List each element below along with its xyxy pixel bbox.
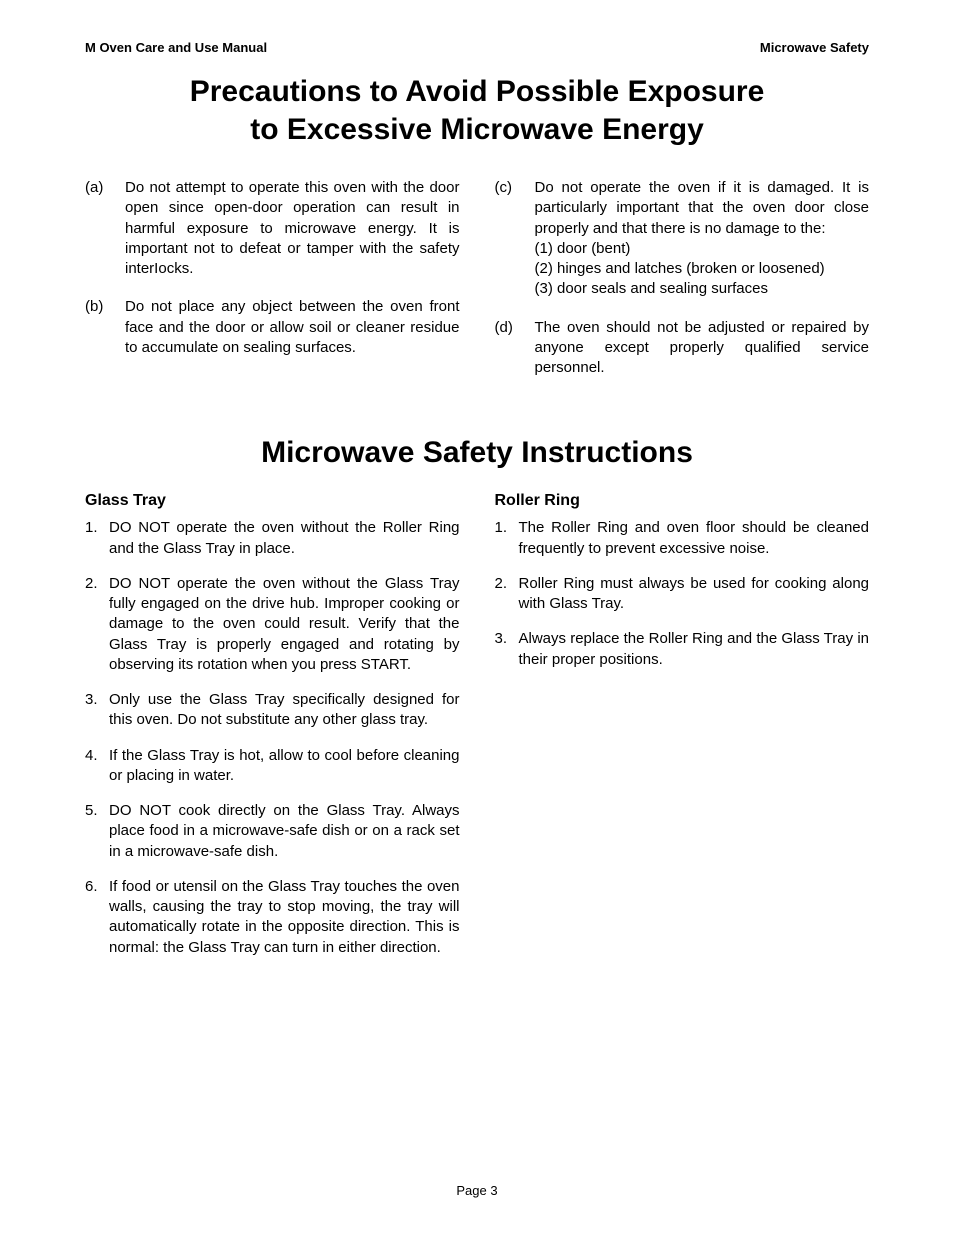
- header-left: M Oven Care and Use Manual: [85, 40, 267, 55]
- c-sub3: (3) door seals and sealing surfaces: [535, 279, 870, 299]
- glass-tray-item-5: 5. DO NOT cook directly on the Glass Tra…: [85, 801, 460, 862]
- item-body: If the Glass Tray is hot, allow to cool …: [109, 746, 460, 787]
- precautions-columns: (a) Do not attempt to operate this oven …: [85, 178, 869, 396]
- item-body: Do not attempt to operate this oven with…: [125, 178, 460, 279]
- item-marker: (b): [85, 297, 125, 358]
- section-title: Microwave Safety Instructions: [85, 436, 869, 470]
- c-sub1: (1) door (bent): [535, 239, 870, 259]
- glass-tray-item-4: 4. If the Glass Tray is hot, allow to co…: [85, 746, 460, 787]
- precaution-c: (c) Do not operate the oven if it is dam…: [495, 178, 870, 300]
- roller-ring-item-3: 3. Always replace the Roller Ring and th…: [495, 629, 870, 670]
- item-marker: 4.: [85, 746, 109, 787]
- glass-tray-item-3: 3. Only use the Glass Tray specifically …: [85, 690, 460, 731]
- item-body: DO NOT operate the oven without the Roll…: [109, 518, 460, 559]
- item-marker: (c): [495, 178, 535, 300]
- glass-tray-heading: Glass Tray: [85, 492, 460, 510]
- roller-ring-item-1: 1. The Roller Ring and oven floor should…: [495, 518, 870, 559]
- item-marker: 3.: [495, 629, 519, 670]
- item-body: The Roller Ring and oven floor should be…: [519, 518, 870, 559]
- item-marker: 5.: [85, 801, 109, 862]
- item-body: DO NOT cook directly on the Glass Tray. …: [109, 801, 460, 862]
- item-marker: 1.: [85, 518, 109, 559]
- header-right: Microwave Safety: [760, 40, 869, 55]
- item-body: Only use the Glass Tray specifically des…: [109, 690, 460, 731]
- title-line-1: Precautions to Avoid Possible Exposure: [190, 75, 765, 108]
- precautions-right-col: (c) Do not operate the oven if it is dam…: [495, 178, 870, 396]
- item-marker: 3.: [85, 690, 109, 731]
- precaution-d: (d) The oven should not be adjusted or r…: [495, 318, 870, 379]
- item-marker: (a): [85, 178, 125, 279]
- c-sub2: (2) hinges and latches (broken or loosen…: [535, 259, 870, 279]
- instructions-columns: Glass Tray 1. DO NOT operate the oven wi…: [85, 492, 869, 973]
- main-title: Precautions to Avoid Possible Exposure t…: [85, 73, 869, 148]
- item-marker: 1.: [495, 518, 519, 559]
- item-marker: 6.: [85, 877, 109, 958]
- precaution-a: (a) Do not attempt to operate this oven …: [85, 178, 460, 279]
- roller-ring-heading: Roller Ring: [495, 492, 870, 510]
- roller-ring-col: Roller Ring 1. The Roller Ring and oven …: [495, 492, 870, 973]
- item-marker: (d): [495, 318, 535, 379]
- glass-tray-item-1: 1. DO NOT operate the oven without the R…: [85, 518, 460, 559]
- glass-tray-item-2: 2. DO NOT operate the oven without the G…: [85, 574, 460, 675]
- roller-ring-item-2: 2. Roller Ring must always be used for c…: [495, 574, 870, 615]
- glass-tray-col: Glass Tray 1. DO NOT operate the oven wi…: [85, 492, 460, 973]
- item-body: Do not place any object between the oven…: [125, 297, 460, 358]
- item-body: The oven should not be adjusted or repai…: [535, 318, 870, 379]
- page-header: M Oven Care and Use Manual Microwave Saf…: [85, 40, 869, 55]
- precautions-left-col: (a) Do not attempt to operate this oven …: [85, 178, 460, 396]
- item-body: DO NOT operate the oven without the Glas…: [109, 574, 460, 675]
- item-body: Roller Ring must always be used for cook…: [519, 574, 870, 615]
- c-intro: Do not operate the oven if it is damaged…: [535, 178, 870, 239]
- title-line-2: to Excessive Microwave Energy: [250, 113, 704, 146]
- item-marker: 2.: [85, 574, 109, 675]
- glass-tray-item-6: 6. If food or utensil on the Glass Tray …: [85, 877, 460, 958]
- item-body: Do not operate the oven if it is damaged…: [535, 178, 870, 300]
- item-body: If food or utensil on the Glass Tray tou…: [109, 877, 460, 958]
- page-footer: Page 3: [85, 1183, 869, 1198]
- item-body: Always replace the Roller Ring and the G…: [519, 629, 870, 670]
- precaution-b: (b) Do not place any object between the …: [85, 297, 460, 358]
- item-marker: 2.: [495, 574, 519, 615]
